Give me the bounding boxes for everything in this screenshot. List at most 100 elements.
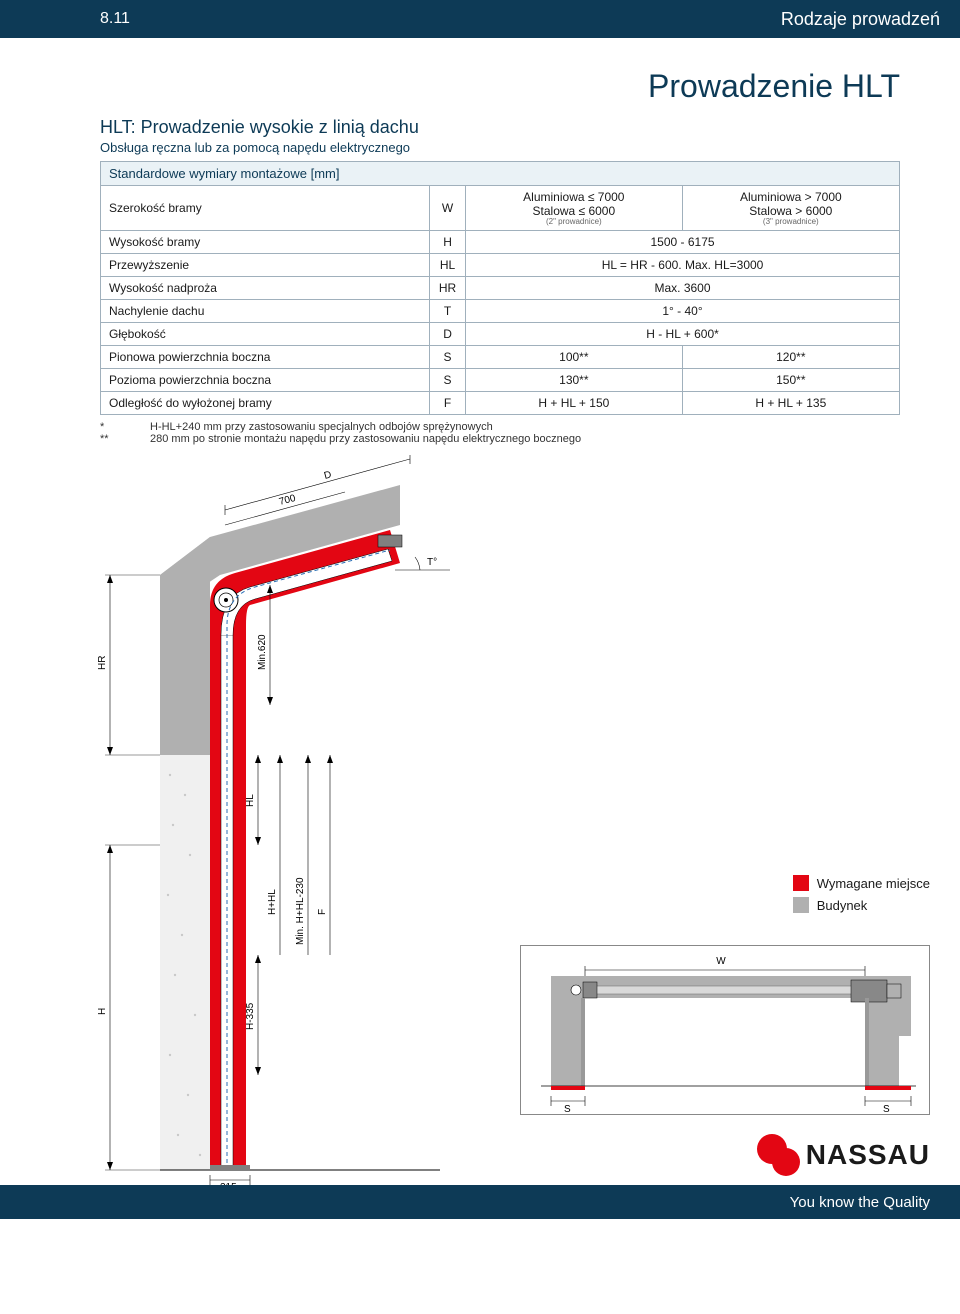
cell-val: HL = HR - 600. Max. HL=3000 [466, 254, 900, 277]
bottom-bracket [210, 1165, 250, 1171]
table-row: Głębokość D H - HL + 600* [101, 323, 900, 346]
spec-table: Standardowe wymiary montażowe [mm] Szero… [100, 161, 900, 415]
cell-note: (2" prowadnice) [474, 218, 674, 226]
dim-label: H [97, 1008, 108, 1015]
track-left [581, 998, 585, 1086]
footnote-row: * H-HL+240 mm przy zastosowaniu specjaln… [100, 421, 900, 433]
dim-F: F [317, 755, 333, 955]
cell-val: 100** [466, 346, 683, 369]
page-content: Prowadzenie HLT HLT: Prowadzenie wysokie… [0, 38, 960, 1185]
dim-T: T° [395, 557, 450, 570]
dim-label: F [317, 909, 328, 915]
dim-HL: HL [245, 755, 261, 845]
footer-bar: You know the Quality [0, 1185, 960, 1219]
legend: Wymagane miejsce Budynek [793, 875, 930, 919]
cell-label: Odległość do wyłożonej bramy [101, 392, 430, 415]
spring-tube [586, 986, 861, 994]
dim-label: W [716, 956, 726, 967]
s-strip-right [865, 1086, 911, 1090]
table-row: Pionowa powierzchnia boczna S 100** 120*… [101, 346, 900, 369]
diagram-area: D 700 T° Min.620 [90, 455, 930, 1185]
dim-min620: Min.620 [257, 585, 273, 705]
dim-label: HL [245, 794, 256, 807]
table-row: Nachylenie dachu T 1° - 40° [101, 300, 900, 323]
table-row: Wysokość bramy H 1500 - 6175 [101, 231, 900, 254]
brand-icon [754, 1133, 802, 1177]
cell-val: Aluminiowa ≤ 7000 Stalowa ≤ 6000 (2" pro… [466, 186, 683, 231]
brand-text: NASSAU [806, 1139, 930, 1171]
legend-swatch-building [793, 897, 809, 913]
cell-val: 120** [682, 346, 899, 369]
legend-row: Budynek [793, 897, 930, 913]
dim-label: S [883, 1104, 890, 1114]
table-group-header: Standardowe wymiary montażowe [mm] [101, 162, 900, 186]
cell-val: H + HL + 150 [466, 392, 683, 415]
dim-label: H+HL [267, 889, 278, 915]
cell-sym: S [430, 369, 466, 392]
footnotes: * H-HL+240 mm przy zastosowaniu specjaln… [100, 421, 900, 445]
dim-S-right: S [865, 1096, 911, 1114]
drum-left [583, 982, 597, 998]
cell-text: Aluminiowa ≤ 7000 Stalowa ≤ 6000 [523, 190, 624, 218]
dim-min-hhl230: Min. H+HL-230 [295, 755, 311, 955]
cell-sym: F [430, 392, 466, 415]
spring-drum-center [224, 598, 228, 602]
footnote-mark: * [100, 421, 120, 433]
hardware-top [378, 535, 402, 547]
footnote-row: ** 280 mm po stronie montażu napędu przy… [100, 433, 900, 445]
guide-dashed [227, 550, 390, 1170]
front-view-diagram: W [520, 945, 930, 1115]
cell-val: H + HL + 135 [682, 392, 899, 415]
cell-sym: W [430, 186, 466, 231]
s-strip-left [551, 1086, 585, 1090]
dim-label: HR [97, 656, 108, 670]
dim-H335: H-335 [245, 955, 261, 1075]
cell-sym: T [430, 300, 466, 323]
dim-label: S [564, 1104, 571, 1114]
page-title: Prowadzenie HLT [100, 68, 900, 105]
dim-label: D [323, 469, 333, 481]
cell-label: Głębokość [101, 323, 430, 346]
track-right [865, 998, 869, 1086]
cell-val: 1° - 40° [466, 300, 900, 323]
cell-label: Pozioma powierzchnia boczna [101, 369, 430, 392]
cell-val: Aluminiowa > 7000 Stalowa > 6000 (3" pro… [682, 186, 899, 231]
cell-label: Wysokość bramy [101, 231, 430, 254]
subtitle-2: Obsługa ręczna lub za pomocą napędu elek… [100, 140, 900, 155]
dim-HR: HR [97, 575, 160, 755]
legend-label: Budynek [817, 898, 868, 913]
bearing-left [571, 985, 581, 995]
section-title: Rodzaje prowadzeń [781, 9, 940, 30]
motor-cap [887, 984, 901, 998]
dim-label: Min.620 [257, 634, 268, 670]
cell-val: 150** [682, 369, 899, 392]
footnote-text: H-HL+240 mm przy zastosowaniu specjalnyc… [150, 421, 493, 433]
dim-label: Min. H+HL-230 [295, 877, 306, 945]
cell-sym: D [430, 323, 466, 346]
cell-sym: S [430, 346, 466, 369]
cell-note: (3" prowadnice) [691, 218, 891, 226]
legend-row: Wymagane miejsce [793, 875, 930, 891]
table-row: Przewyższenie HL HL = HR - 600. Max. HL=… [101, 254, 900, 277]
cell-label: Szerokość bramy [101, 186, 430, 231]
cell-val: 1500 - 6175 [466, 231, 900, 254]
cell-sym: HL [430, 254, 466, 277]
dim-label: 215 [220, 1182, 237, 1185]
subtitle-1: HLT: Prowadzenie wysokie z linią dachu [100, 117, 900, 138]
dim-label: H-335 [245, 1002, 256, 1030]
table-row: Szerokość bramy W Aluminiowa ≤ 7000 Stal… [101, 186, 900, 231]
dim-H: H [97, 845, 160, 1170]
table-row: Wysokość nadproża HR Max. 3600 [101, 277, 900, 300]
cell-val: 130** [466, 369, 683, 392]
footer-text: You know the Quality [790, 1194, 930, 1211]
brand-logo: NASSAU [754, 1133, 930, 1177]
cell-sym: H [430, 231, 466, 254]
page-number: 8.11 [100, 10, 130, 28]
dim-label: T° [427, 557, 437, 568]
footnote-text: 280 mm po stronie montażu napędu przy za… [150, 433, 581, 445]
header-bar: 8.11 Rodzaje prowadzeń [0, 0, 960, 38]
table-row: Odległość do wyłożonej bramy F H + HL + … [101, 392, 900, 415]
legend-label: Wymagane miejsce [817, 876, 930, 891]
dim-S-left: S [551, 1096, 585, 1114]
wall-lower [160, 755, 210, 1170]
